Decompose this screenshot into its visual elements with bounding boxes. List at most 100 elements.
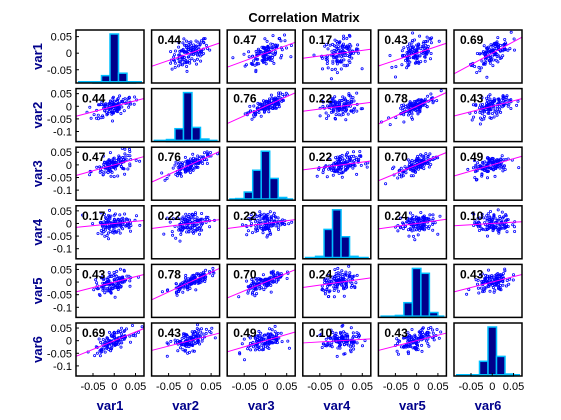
scatter-point (121, 222, 125, 226)
scatter-point (248, 284, 252, 288)
scatter-point (181, 215, 185, 219)
scatter-point (270, 279, 274, 283)
scatter-point (488, 289, 492, 293)
scatter-point (128, 162, 132, 166)
scatter-point (186, 277, 190, 281)
scatter-point (483, 286, 487, 290)
scatter-point (259, 331, 263, 335)
histogram-bar (340, 236, 351, 260)
scatter-point (352, 158, 356, 162)
scatter-point (102, 230, 106, 234)
scatter-point (275, 338, 279, 342)
scatter-point (192, 43, 196, 47)
scatter-point (89, 116, 93, 120)
scatter-point (195, 327, 199, 331)
x-tick-label: 0.05 (125, 381, 146, 393)
scatter-point (425, 105, 429, 109)
scatter-point (253, 336, 257, 340)
fit-line (302, 101, 371, 112)
scatter-point (190, 330, 194, 334)
scatter-point (497, 229, 501, 233)
correlation-label: 0.22 (309, 150, 333, 164)
scatter-point (402, 53, 406, 57)
scatter-point (498, 283, 502, 287)
scatter-point (429, 37, 433, 41)
scatter-point (186, 351, 190, 355)
scatter-point (409, 161, 413, 165)
scatter-point (198, 43, 202, 47)
scatter-point (263, 337, 267, 341)
scatter-point (488, 215, 492, 219)
panel-var2-var6: 0.43 (453, 87, 523, 143)
scatter-point (325, 287, 329, 291)
panel-var1-var2: 0.44 (150, 29, 221, 84)
histogram-bar (411, 267, 422, 319)
scatter-point (172, 53, 176, 57)
scatter-point (496, 164, 500, 168)
scatter-point (285, 276, 289, 280)
scatter-point (507, 282, 511, 286)
scatter-point (344, 64, 348, 68)
scatter-point (174, 282, 178, 286)
y-tick-label: -0.05 (47, 65, 72, 77)
scatter-point (436, 232, 440, 236)
y-tick-label: -0.1 (53, 185, 72, 197)
scatter-point (112, 333, 116, 337)
scatter-point (417, 61, 421, 65)
scatter-point (333, 38, 337, 42)
scatter-point (500, 219, 504, 223)
scatter-point (500, 105, 504, 109)
scatter-point (265, 235, 269, 239)
scatter-point (414, 100, 418, 104)
scatter-point (196, 340, 200, 344)
scatter-point (323, 278, 327, 282)
scatter-point (326, 47, 330, 51)
scatter-point (240, 342, 244, 346)
scatter-point (476, 225, 480, 229)
scatter-point (341, 276, 345, 280)
scatter-point (260, 343, 264, 347)
x-tick-label: 0.05 (276, 381, 297, 393)
scatter-point (128, 334, 132, 338)
scatter-point (349, 109, 353, 113)
scatter-point (392, 165, 396, 169)
scatter-point (496, 110, 500, 114)
scatter-point (337, 54, 341, 58)
scatter-point (198, 278, 202, 282)
scatter-point (402, 103, 406, 107)
scatter-point (196, 333, 200, 337)
y-axis-label: var1 (30, 43, 45, 70)
scatter-point (181, 290, 185, 294)
scatter-point (127, 222, 131, 226)
scatter-point (407, 63, 411, 67)
histogram-bar (331, 209, 342, 260)
scatter-point (252, 104, 256, 108)
scatter-point (202, 37, 206, 41)
scatter-point (274, 50, 278, 54)
scatter-point (172, 55, 176, 59)
scatter-point (335, 161, 339, 165)
scatter-point (428, 152, 432, 156)
scatter-point (97, 292, 101, 296)
panel-var2-var4: 0.22 (302, 87, 372, 143)
scatter-point (351, 344, 355, 348)
panel-frame (302, 29, 372, 84)
scatter-point (506, 224, 510, 228)
scatter-point (354, 335, 358, 339)
scatter-point (400, 173, 404, 177)
scatter-point (110, 274, 114, 278)
scatter-point (107, 279, 111, 283)
scatter-point (426, 327, 430, 331)
scatter-point (191, 156, 195, 160)
scatter-point (334, 336, 338, 340)
scatter-point (115, 224, 119, 228)
scatter-point (95, 281, 99, 285)
scatter-point (422, 167, 426, 171)
scatter-point (428, 213, 432, 217)
scatter-point (195, 225, 199, 229)
scatter-point (160, 290, 164, 294)
scatter-point (197, 226, 201, 230)
fit-line (151, 267, 220, 301)
scatter-point (115, 331, 119, 335)
